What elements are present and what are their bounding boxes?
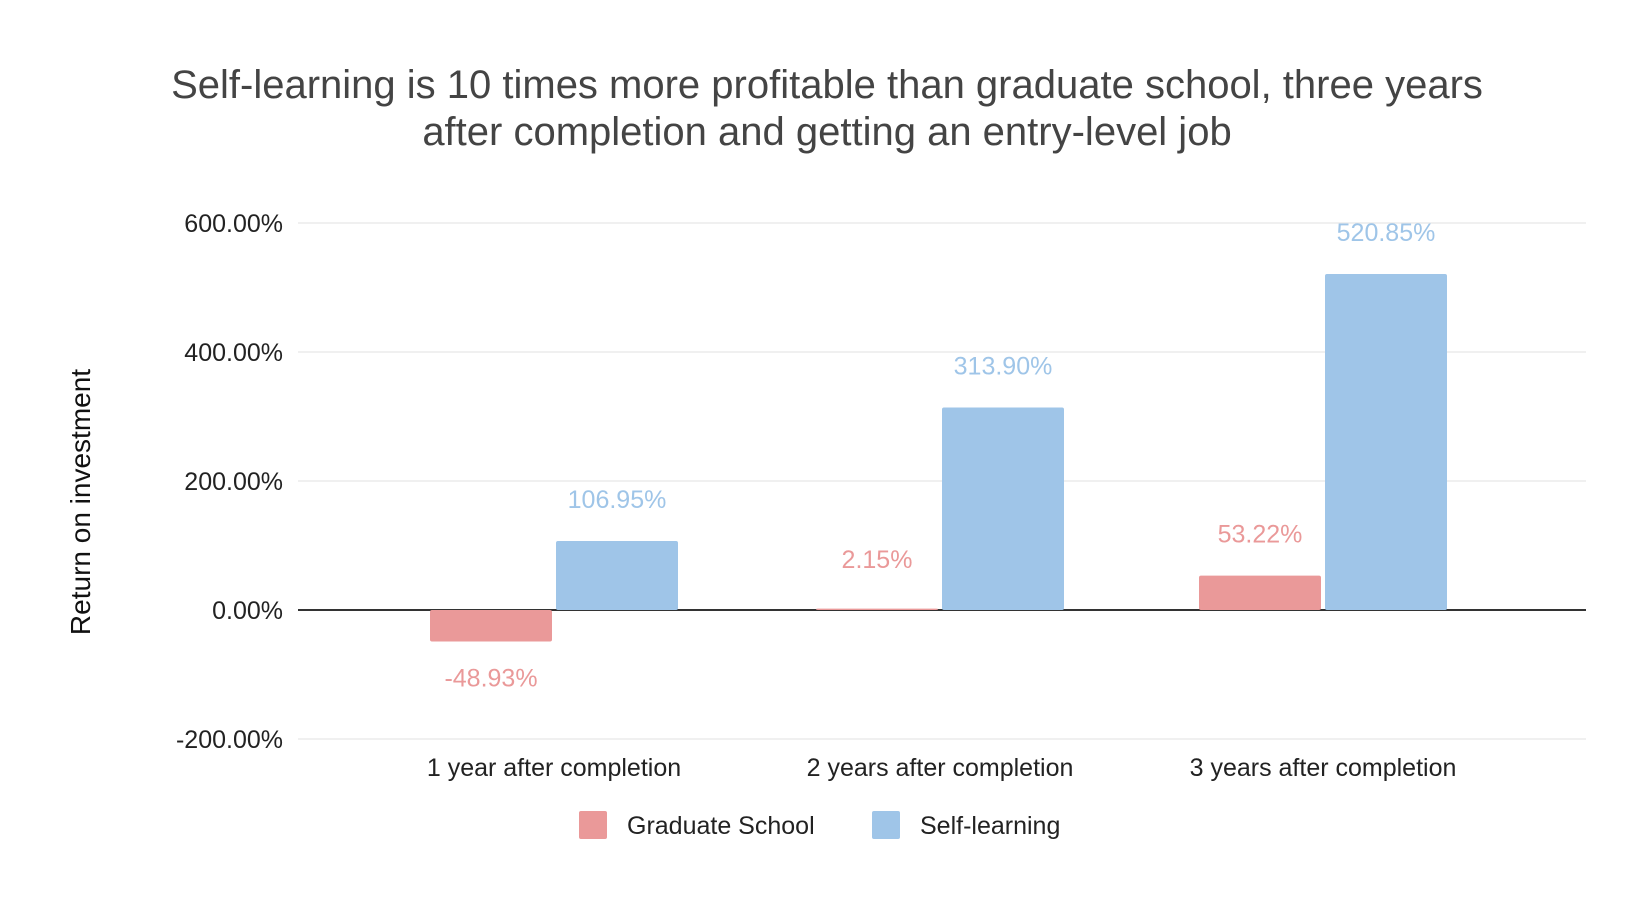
y-tick-label: 400.00% [184,339,283,367]
x-tick-label: 2 years after completion [807,754,1074,782]
data-label: 313.90% [954,353,1053,381]
legend-swatch-self-learning [872,811,900,839]
bar-self-learning [556,541,678,610]
bar-self-learning [1325,274,1447,610]
bar-graduate-school [1199,575,1321,610]
x-tick-label: 1 year after completion [427,754,681,782]
data-label: 53.22% [1218,521,1303,549]
y-tick-label: 200.00% [184,468,283,496]
legend-label: Graduate School [627,812,815,840]
y-tick-label: 0.00% [212,597,283,625]
data-label: 520.85% [1337,219,1436,247]
bar-self-learning [942,407,1064,610]
y-axis-label: Return on investment [65,369,96,635]
bar-graduate-school [816,608,938,610]
bar-graduate-school [430,610,552,642]
chart-title-line-1: Self-learning is 10 times more profitabl… [171,63,1483,107]
y-tick-label: -200.00% [176,726,283,754]
y-tick-label: 600.00% [184,210,283,238]
chart-title-line-2: after completion and getting an entry-le… [422,110,1231,154]
data-label: -48.93% [444,665,537,693]
data-label: 2.15% [842,546,913,574]
legend-label: Self-learning [920,812,1060,840]
data-label: 106.95% [568,486,667,514]
x-tick-label: 3 years after completion [1190,754,1457,782]
legend-swatch-graduate-school [579,811,607,839]
